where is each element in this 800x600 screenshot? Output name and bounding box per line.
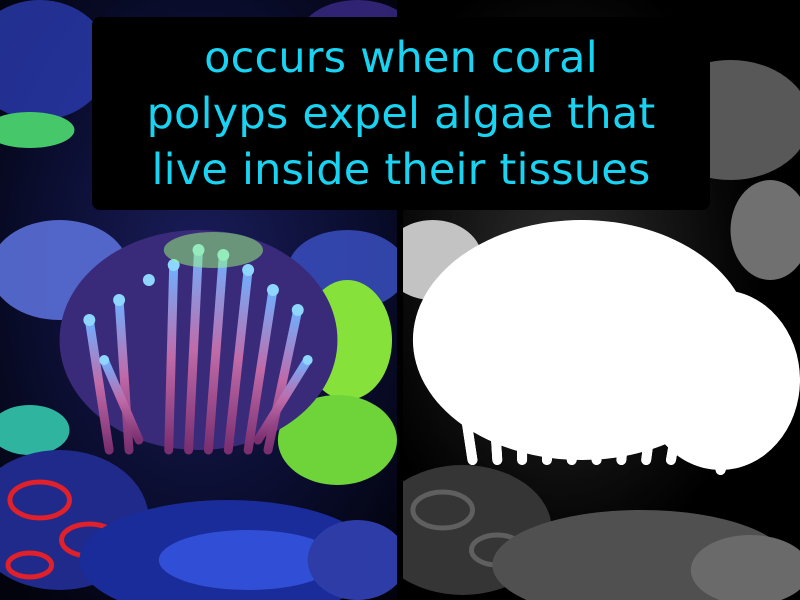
panel-divider xyxy=(397,0,403,600)
caption-line: occurs when coral xyxy=(204,32,598,83)
definition-caption-box: occurs when coral polyps expel algae tha… xyxy=(92,17,710,210)
caption-line: live inside their tissues xyxy=(151,144,651,195)
definition-caption: occurs when coral polyps expel algae tha… xyxy=(147,30,656,198)
caption-line: polyps expel algae that xyxy=(146,88,656,139)
